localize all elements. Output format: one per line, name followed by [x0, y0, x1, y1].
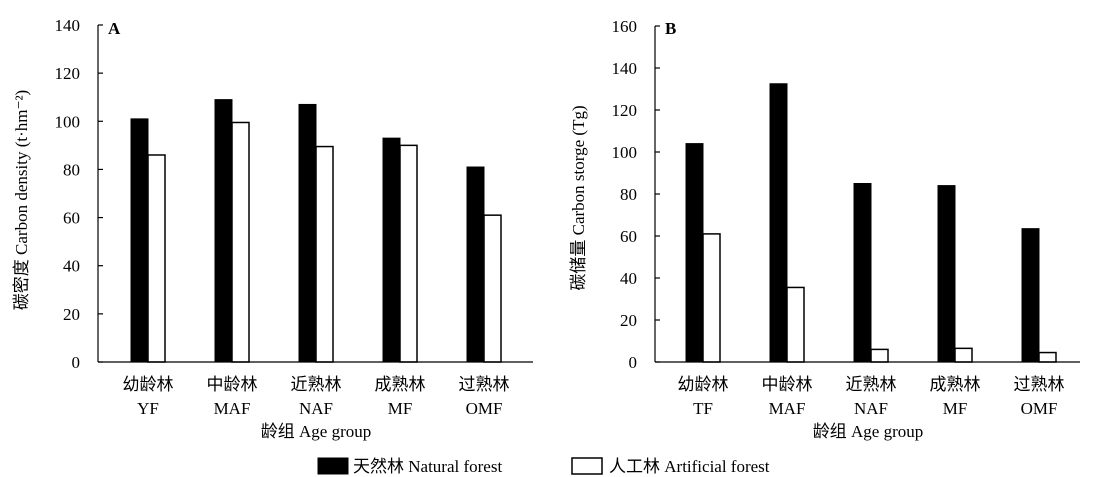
y-tick-label-a: 120 [55, 64, 81, 83]
x-tick-label-a-en: MF [388, 399, 413, 418]
x-tick-label-b-zh: 近熟林 [846, 374, 897, 394]
panel-b-label: B [665, 19, 676, 38]
bar-b-artificial-omf [1038, 351, 1057, 363]
bar-a-natural-omf [466, 166, 485, 363]
y-tick-label-a: 60 [63, 209, 80, 228]
y-tick-label-a: 80 [63, 160, 80, 179]
bar-b-artificial-mf [954, 347, 973, 363]
panel-b-y-axis-label: 碳储量 Carbon storge (Tg) [569, 105, 588, 290]
bar-b-artificial-maf [786, 286, 805, 363]
legend-swatch-natural-forest [317, 457, 349, 475]
y-tick-label-b: 60 [620, 227, 637, 246]
bar-b-natural-omf [1021, 228, 1040, 363]
x-tick-label-b-en: OMF [1021, 399, 1058, 418]
bar-a-artificial-yf [147, 154, 166, 363]
bar-b-artificial-tf [702, 233, 721, 363]
bar-b-artificial-naf [870, 348, 889, 363]
x-tick-label-a-en: MAF [214, 399, 251, 418]
y-tick-label-b: 160 [612, 17, 638, 36]
x-tick-label-b-en: TF [693, 399, 713, 418]
bar-b-natural-mf [937, 185, 956, 363]
chart-panel-b: B 碳储量 Carbon storge (Tg) 龄组 Age group 幼龄… [569, 17, 1080, 441]
bar-a-natural-mf [382, 137, 401, 363]
x-tick-label-a-en: OMF [466, 399, 503, 418]
y-tick-label-b: 100 [612, 143, 638, 162]
y-tick-label-a: 100 [55, 112, 81, 131]
legend: 天然林 Natural forest 人工林 Artificial forest [317, 457, 770, 476]
x-tick-label-a-en: YF [137, 399, 159, 418]
chart-panel-a: A 碳密度 Carbon density (t·hm⁻²) 龄组 Age gro… [12, 16, 533, 441]
y-tick-label-a: 140 [55, 16, 81, 35]
y-tick-label-a: 20 [63, 305, 80, 324]
bar-b-natural-naf [853, 183, 872, 363]
y-tick-label-b: 0 [629, 353, 638, 372]
x-tick-label-b-zh: 幼龄林 [678, 375, 729, 394]
x-tick-label-a-en: NAF [299, 399, 333, 418]
legend-label-artificial-forest: 人工林 Artificial forest [609, 457, 770, 476]
y-tick-label-b: 20 [620, 311, 637, 330]
bar-a-artificial-naf [315, 145, 334, 363]
bar-a-artificial-omf [483, 214, 502, 363]
bar-a-natural-naf [298, 103, 317, 363]
y-tick-label-b: 140 [612, 59, 638, 78]
legend-swatch-artificial-forest [571, 457, 603, 475]
y-tick-label-a: 40 [63, 257, 80, 276]
x-tick-label-b-en: MAF [769, 399, 806, 418]
x-tick-label-a-zh: 成熟林 [375, 374, 426, 394]
y-tick-label-a: 0 [72, 353, 81, 372]
x-tick-label-a-zh: 幼龄林 [123, 375, 174, 394]
bar-a-natural-maf [214, 99, 233, 363]
legend-label-natural-forest: 天然林 Natural forest [353, 457, 502, 476]
y-tick-label-b: 120 [612, 101, 638, 120]
x-tick-label-b-en: NAF [854, 399, 888, 418]
x-tick-label-b-zh: 中龄林 [762, 375, 813, 394]
bar-a-natural-yf [130, 118, 149, 363]
bar-a-artificial-mf [399, 144, 418, 363]
y-tick-label-b: 40 [620, 269, 637, 288]
x-tick-label-b-en: MF [943, 399, 968, 418]
panel-a-y-axis-label: 碳密度 Carbon density (t·hm⁻²) [12, 90, 31, 310]
panel-a-x-axis-label: 龄组 Age group [261, 422, 371, 441]
panel-b-x-axis-label: 龄组 Age group [813, 422, 923, 441]
x-tick-label-b-zh: 成熟林 [930, 374, 981, 394]
x-tick-label-a-zh: 近熟林 [291, 374, 342, 394]
y-tick-label-b: 80 [620, 185, 637, 204]
x-tick-label-b-zh: 过熟林 [1014, 374, 1065, 394]
x-tick-label-a-zh: 中龄林 [207, 375, 258, 394]
panel-a-label: A [108, 19, 121, 38]
x-tick-label-a-zh: 过熟林 [459, 374, 510, 394]
bar-b-natural-tf [685, 143, 704, 363]
bar-b-natural-maf [769, 83, 788, 363]
bar-a-artificial-maf [231, 121, 250, 363]
